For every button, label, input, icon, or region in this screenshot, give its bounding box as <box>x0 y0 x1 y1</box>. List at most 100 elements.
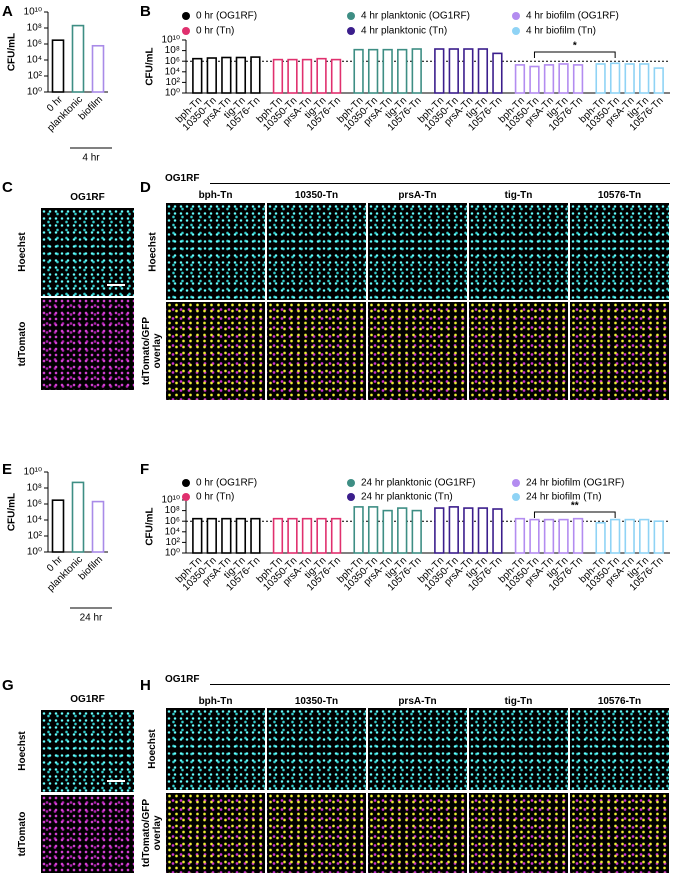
micrograph <box>267 708 366 790</box>
panel-header: OG1RF <box>165 674 200 685</box>
bar <box>316 57 327 94</box>
y-tick-label: 10⁰ <box>27 87 42 98</box>
bar <box>653 67 664 94</box>
bar <box>382 48 393 94</box>
bar <box>221 517 232 554</box>
group-label: 24 hr <box>80 613 103 624</box>
micrograph <box>41 208 134 296</box>
bar <box>301 58 313 94</box>
significance-bracket <box>533 51 616 58</box>
column-label: 10576-Tn <box>597 696 642 707</box>
panel-label: G <box>2 677 14 694</box>
bar <box>353 48 364 94</box>
row-label: tdTomato <box>16 811 28 857</box>
micrograph <box>267 302 366 400</box>
bar <box>624 63 635 94</box>
column-label: bph-Tn <box>198 696 233 707</box>
y-tick-label: 10¹⁰ <box>162 35 180 46</box>
bar <box>492 52 503 94</box>
legend-marker <box>182 479 190 487</box>
legend-marker <box>347 27 355 35</box>
significance-bracket <box>533 511 616 518</box>
bar <box>529 518 540 554</box>
bar <box>397 507 408 554</box>
bar <box>235 517 247 554</box>
bar <box>514 517 526 554</box>
column-label: 10350-Tn <box>294 190 339 201</box>
legend-marker <box>182 12 190 20</box>
bar <box>609 62 621 94</box>
legend-marker <box>512 12 520 20</box>
bar <box>595 521 606 554</box>
legend-label: 24 hr biofilm (Tn) <box>526 492 602 503</box>
y-tick-label: 10⁰ <box>27 547 42 558</box>
panel-label: F <box>140 461 149 478</box>
y-axis-label: CFU/mL <box>145 47 156 85</box>
significance-label: * <box>573 41 577 52</box>
column-label: bph-Tn <box>198 190 233 201</box>
micrograph <box>570 203 669 300</box>
micrograph <box>166 708 265 790</box>
micrograph <box>267 793 366 873</box>
bar <box>492 508 503 554</box>
bar <box>529 65 540 94</box>
legend-marker <box>347 12 355 20</box>
bar <box>250 517 261 554</box>
legend-label: 0 hr (Tn) <box>196 26 234 37</box>
micrograph <box>166 203 265 300</box>
row-label: Hoechst <box>16 232 28 272</box>
legend-marker <box>182 27 190 35</box>
column-label: 10350-Tn <box>294 696 339 707</box>
y-tick-label: 10⁴ <box>165 66 180 77</box>
scale-bar <box>107 780 125 782</box>
bar <box>558 63 569 94</box>
panel-label: E <box>2 461 12 478</box>
column-label: tig-Tn <box>504 696 533 707</box>
bar <box>91 44 105 93</box>
bar <box>434 48 445 94</box>
bar <box>411 509 422 554</box>
bar <box>448 506 459 554</box>
bar <box>272 58 284 94</box>
y-tick-label: 10² <box>28 71 43 82</box>
bar <box>301 517 313 554</box>
y-tick-label: 10¹⁰ <box>24 467 42 478</box>
bar <box>477 507 489 554</box>
y-tick-label: 10⁴ <box>165 526 180 537</box>
bar <box>434 507 445 554</box>
legend-marker <box>347 479 355 487</box>
bar <box>287 58 298 94</box>
legend-label: 4 hr biofilm (Tn) <box>526 26 596 37</box>
y-tick-label: 10² <box>166 537 181 548</box>
bar <box>330 58 342 94</box>
micrograph <box>570 708 669 790</box>
bar <box>382 509 393 554</box>
panel-label: C <box>2 179 13 196</box>
micrograph <box>166 302 265 400</box>
row-label: tdTomato/GFP overlay <box>141 798 163 868</box>
panel-header: OG1RF <box>70 192 105 203</box>
bar <box>595 63 606 94</box>
legend-label: 4 hr planktonic (Tn) <box>361 26 447 37</box>
micrograph <box>166 793 265 873</box>
y-tick-label: 10⁰ <box>165 88 180 99</box>
micrograph <box>41 710 134 792</box>
bar <box>206 517 217 554</box>
legend-label: 4 hr biofilm (OG1RF) <box>526 11 619 22</box>
y-tick-label: 10⁶ <box>165 56 180 67</box>
legend-marker <box>347 493 355 501</box>
legend-marker <box>182 493 190 501</box>
row-label: tdTomato/GFP overlay <box>141 316 163 386</box>
micrograph <box>267 203 366 300</box>
legend-label: 24 hr planktonic (Tn) <box>361 492 453 503</box>
bar <box>51 499 65 553</box>
micrograph <box>368 203 467 300</box>
y-tick-label: 10² <box>28 531 43 542</box>
legend-label: 0 hr (OG1RF) <box>196 478 257 489</box>
panel-label: H <box>140 677 151 694</box>
panel-header: OG1RF <box>70 694 105 705</box>
bar <box>192 517 203 554</box>
y-tick-label: 10² <box>166 77 181 88</box>
bar <box>639 518 650 554</box>
